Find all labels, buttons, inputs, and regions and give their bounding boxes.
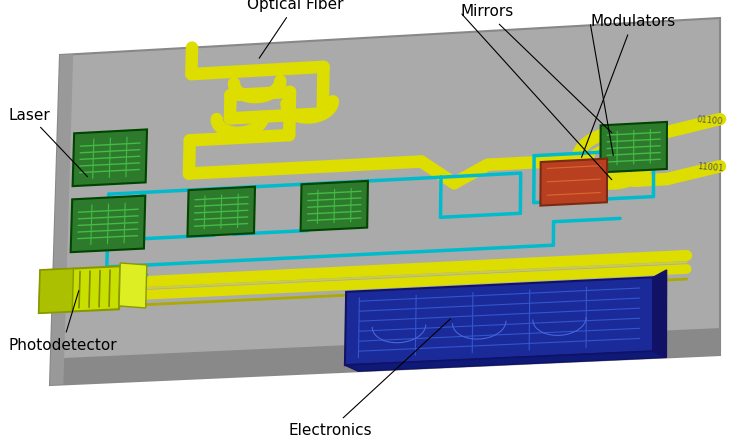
Text: Laser: Laser [8, 107, 87, 177]
Polygon shape [187, 187, 255, 237]
Polygon shape [541, 159, 607, 206]
Text: Electronics: Electronics [288, 319, 450, 437]
Text: Modulators: Modulators [581, 15, 675, 157]
Polygon shape [73, 130, 147, 186]
Text: Optical Fiber: Optical Fiber [247, 0, 343, 58]
Text: 01100: 01100 [697, 115, 723, 126]
Polygon shape [50, 18, 720, 385]
Polygon shape [39, 269, 74, 313]
Polygon shape [119, 263, 147, 308]
Text: Photodetector: Photodetector [8, 291, 117, 353]
Polygon shape [345, 351, 666, 371]
Polygon shape [39, 266, 120, 313]
Polygon shape [71, 196, 145, 252]
Polygon shape [600, 122, 667, 172]
Polygon shape [50, 328, 720, 385]
Text: 11001: 11001 [697, 162, 723, 173]
Polygon shape [345, 278, 653, 365]
Polygon shape [50, 54, 73, 385]
Polygon shape [301, 181, 368, 231]
Polygon shape [653, 270, 666, 357]
Text: Mirrors: Mirrors [460, 4, 612, 133]
